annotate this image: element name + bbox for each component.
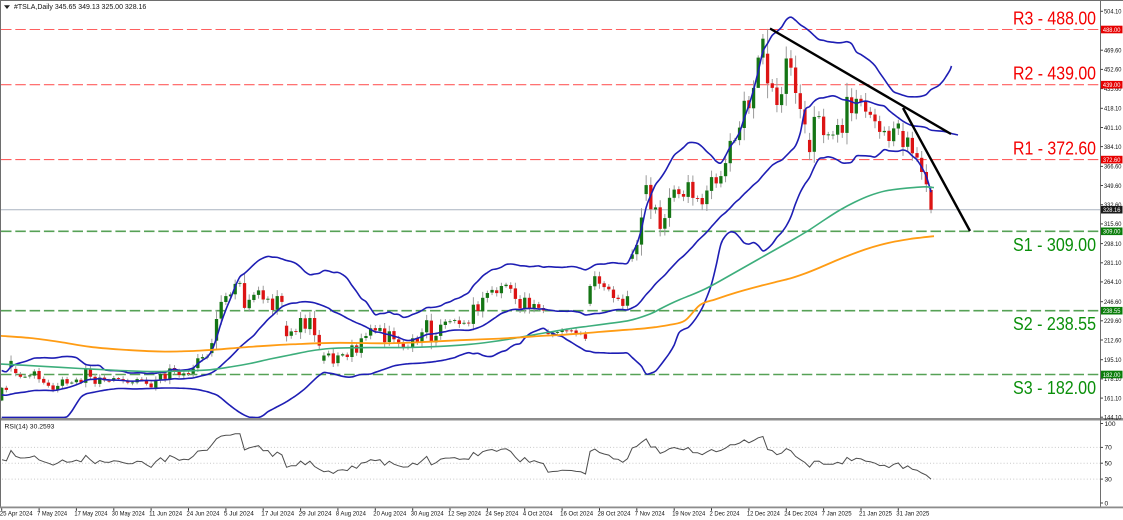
svg-text:S2 - 238.55: S2 - 238.55 <box>1013 313 1096 334</box>
svg-text:229.60: 229.60 <box>1104 318 1122 325</box>
svg-text:504.10: 504.10 <box>1104 9 1122 16</box>
svg-text:RSI(14) 30.2593: RSI(14) 30.2593 <box>5 424 55 431</box>
svg-text:11 Jun 2024: 11 Jun 2024 <box>149 511 182 518</box>
svg-text:195.10: 195.10 <box>1104 357 1122 364</box>
svg-text:70: 70 <box>1105 445 1113 452</box>
svg-text:246.60: 246.60 <box>1104 299 1122 306</box>
svg-text:29 Jul 2024: 29 Jul 2024 <box>299 511 332 518</box>
svg-text:4 Oct 2024: 4 Oct 2024 <box>523 511 553 518</box>
svg-text:452.60: 452.60 <box>1104 67 1122 74</box>
svg-text:17 May 2024: 17 May 2024 <box>74 511 107 518</box>
svg-text:435.60: 435.60 <box>1104 86 1122 93</box>
svg-text:0: 0 <box>1105 500 1109 507</box>
svg-text:5 Jul 2024: 5 Jul 2024 <box>224 511 254 518</box>
svg-text:28 Oct 2024: 28 Oct 2024 <box>598 511 631 518</box>
svg-text:31 Jan 2025: 31 Jan 2025 <box>896 511 929 518</box>
svg-text:384.10: 384.10 <box>1104 144 1122 151</box>
svg-text:12 Sep 2024: 12 Sep 2024 <box>448 511 481 518</box>
svg-text:100: 100 <box>1105 421 1116 428</box>
svg-text:212.60: 212.60 <box>1104 337 1122 344</box>
svg-text:30 May 2024: 30 May 2024 <box>112 511 145 518</box>
svg-text:8 Aug 2024: 8 Aug 2024 <box>336 511 366 518</box>
svg-text:R2 - 439.00: R2 - 439.00 <box>1013 63 1096 84</box>
svg-text:25 Apr 2024: 25 Apr 2024 <box>0 511 33 518</box>
svg-text:328.16: 328.16 <box>1103 207 1121 214</box>
svg-text:16 Oct 2024: 16 Oct 2024 <box>560 511 593 518</box>
svg-text:309.00: 309.00 <box>1103 229 1121 236</box>
svg-text:#TSLA,Daily 345.65 349.13 325: #TSLA,Daily 345.65 349.13 325.00 328.16 <box>14 4 146 11</box>
svg-text:401.10: 401.10 <box>1104 125 1122 132</box>
svg-text:21 Jan 2025: 21 Jan 2025 <box>859 511 892 518</box>
svg-text:182.00: 182.00 <box>1103 372 1121 379</box>
svg-text:366.60: 366.60 <box>1104 164 1122 171</box>
svg-text:332.60: 332.60 <box>1104 202 1122 209</box>
svg-text:50: 50 <box>1105 461 1113 468</box>
svg-text:264.10: 264.10 <box>1104 279 1122 286</box>
svg-text:298.10: 298.10 <box>1104 241 1122 248</box>
svg-text:238.55: 238.55 <box>1103 308 1121 315</box>
svg-text:144.10: 144.10 <box>1104 415 1122 422</box>
svg-text:30 Aug 2024: 30 Aug 2024 <box>411 511 444 518</box>
svg-text:30: 30 <box>1105 476 1113 483</box>
svg-text:R3 - 488.00: R3 - 488.00 <box>1013 8 1096 29</box>
svg-text:7 Jan 2025: 7 Jan 2025 <box>822 511 852 518</box>
svg-text:439.00: 439.00 <box>1103 82 1121 89</box>
svg-text:19 Nov 2024: 19 Nov 2024 <box>672 511 705 518</box>
svg-text:349.60: 349.60 <box>1104 183 1122 190</box>
svg-text:24 Jun 2024: 24 Jun 2024 <box>187 511 220 518</box>
svg-text:2 Dec 2024: 2 Dec 2024 <box>710 511 740 518</box>
svg-text:372.60: 372.60 <box>1103 157 1121 164</box>
svg-text:418.10: 418.10 <box>1104 106 1122 113</box>
svg-text:17 Jul 2024: 17 Jul 2024 <box>261 511 294 518</box>
svg-text:R1 - 372.60: R1 - 372.60 <box>1013 138 1096 159</box>
svg-text:469.60: 469.60 <box>1104 48 1122 55</box>
svg-text:7 Nov 2024: 7 Nov 2024 <box>635 511 665 518</box>
svg-text:7 May 2024: 7 May 2024 <box>37 511 67 518</box>
svg-text:24 Sep 2024: 24 Sep 2024 <box>485 511 518 518</box>
svg-text:12 Dec 2024: 12 Dec 2024 <box>747 511 780 518</box>
svg-text:178.10: 178.10 <box>1104 376 1122 383</box>
svg-text:S1 - 309.00: S1 - 309.00 <box>1013 234 1096 255</box>
svg-text:315.60: 315.60 <box>1104 221 1122 228</box>
svg-text:488.00: 488.00 <box>1103 27 1121 34</box>
svg-text:161.10: 161.10 <box>1104 395 1122 402</box>
svg-text:20 Aug 2024: 20 Aug 2024 <box>373 511 406 518</box>
svg-text:S3 - 182.00: S3 - 182.00 <box>1013 377 1096 398</box>
svg-text:24 Dec 2024: 24 Dec 2024 <box>784 511 817 518</box>
svg-text:281.10: 281.10 <box>1104 260 1122 267</box>
